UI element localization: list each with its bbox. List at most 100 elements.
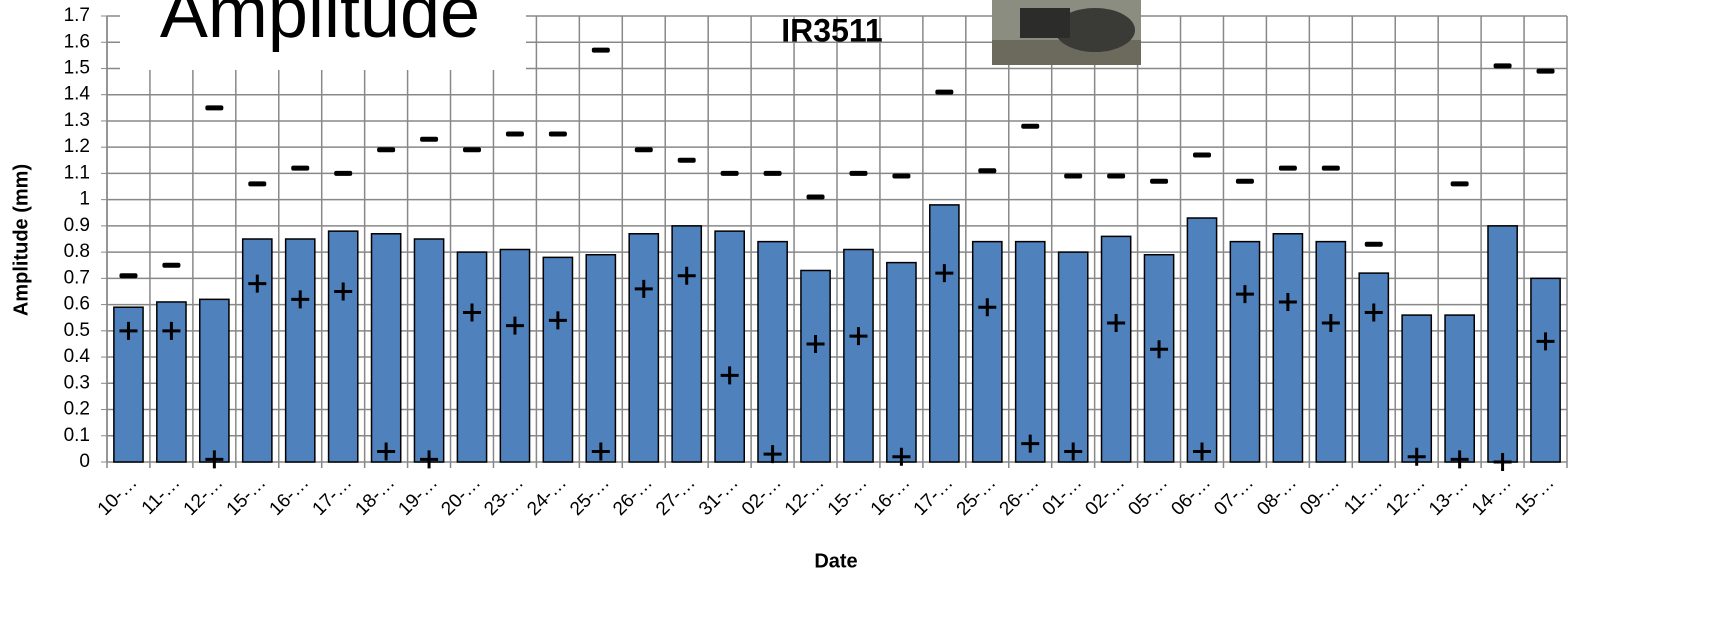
- y-tick-label: 1: [79, 189, 90, 210]
- max-marker: [1322, 166, 1340, 171]
- y-tick-label: 1.3: [64, 110, 90, 131]
- bar: [1359, 273, 1388, 462]
- y-tick-label: 1.6: [64, 31, 90, 52]
- max-marker: [807, 195, 825, 200]
- x-tick-label: 15-…: [824, 472, 872, 520]
- x-tick-label: 23-…: [480, 472, 528, 520]
- chart-subtitle: Amplitude: [160, 0, 480, 53]
- x-tick-label: 20-…: [437, 472, 485, 520]
- bar: [1316, 242, 1345, 462]
- chart-title: IR3511: [781, 12, 882, 48]
- max-marker: [549, 132, 567, 137]
- y-tick-label: 0.4: [64, 346, 91, 367]
- x-tick-label: 31-…: [695, 472, 743, 520]
- x-tick-label: 17-…: [910, 472, 958, 520]
- x-tick-label: 12-…: [180, 472, 228, 520]
- bar: [1144, 255, 1173, 462]
- x-tick-label: 11-…: [138, 472, 185, 519]
- max-marker: [162, 263, 180, 268]
- bar: [1531, 278, 1560, 462]
- x-tick-label: 15-…: [223, 472, 271, 520]
- max-marker: [592, 48, 610, 53]
- y-tick-label: 1.1: [64, 162, 90, 183]
- y-tick-label: 1.4: [64, 84, 91, 105]
- y-tick-label: 1.5: [64, 57, 90, 78]
- max-marker: [1064, 174, 1082, 179]
- bar: [286, 239, 315, 462]
- bar: [414, 239, 443, 462]
- max-marker: [1537, 69, 1555, 74]
- chart: Amplitude IR3511 Amplitude (mm) Date 00.…: [0, 0, 1722, 633]
- bar: [973, 242, 1002, 462]
- max-marker: [764, 171, 782, 176]
- max-marker: [1107, 174, 1125, 179]
- max-marker: [463, 147, 481, 152]
- y-tick-label: 0.8: [64, 241, 90, 262]
- y-tick-label: 0.2: [64, 399, 90, 420]
- max-marker: [1279, 166, 1297, 171]
- x-tick-label: 25-…: [566, 472, 614, 520]
- max-marker: [1150, 179, 1168, 184]
- x-tick-label: 24-…: [523, 472, 571, 520]
- max-marker: [892, 174, 910, 179]
- y-tick-label: 0.3: [64, 372, 90, 393]
- x-tick-label: 02-…: [738, 472, 786, 520]
- max-marker: [721, 171, 739, 176]
- x-tick-label: 27-…: [652, 472, 700, 520]
- x-tick-label: 02-…: [1081, 472, 1129, 520]
- bar: [1273, 234, 1302, 462]
- max-marker: [1365, 242, 1383, 247]
- max-marker: [1193, 153, 1211, 158]
- bar: [801, 270, 830, 462]
- x-tick-label: 26-…: [996, 472, 1044, 520]
- bar: [243, 239, 272, 462]
- bar: [1402, 315, 1431, 462]
- y-tick-label: 1.7: [64, 5, 90, 26]
- x-tick-label: 13-…: [1425, 472, 1473, 520]
- bar: [200, 299, 229, 462]
- bar: [1102, 236, 1131, 462]
- bar: [1187, 218, 1216, 462]
- max-marker: [506, 132, 524, 137]
- max-marker: [1451, 181, 1469, 186]
- bar: [372, 234, 401, 462]
- max-marker: [248, 181, 266, 186]
- max-marker: [978, 168, 996, 173]
- x-tick-label: 25-…: [953, 472, 1001, 520]
- x-tick-label: 16-…: [266, 472, 314, 520]
- max-marker: [377, 147, 395, 152]
- x-tick-label: 06-…: [1167, 472, 1215, 520]
- x-tick-label: 15-…: [1511, 472, 1559, 520]
- bar: [543, 257, 572, 462]
- x-tick-label: 05-…: [1124, 472, 1172, 520]
- y-tick-label: 0.5: [64, 320, 90, 341]
- bar: [586, 255, 615, 462]
- x-tick-label: 26-…: [609, 472, 657, 520]
- y-tick-label: 0.7: [64, 267, 90, 288]
- y-axis-label: Amplitude (mm): [10, 164, 32, 316]
- bar: [500, 249, 529, 462]
- max-marker: [635, 147, 653, 152]
- bar: [758, 242, 787, 462]
- bar: [930, 205, 959, 462]
- x-tick-label: 16-…: [867, 472, 915, 520]
- max-marker: [1494, 63, 1512, 68]
- bar: [1230, 242, 1259, 462]
- x-tick-label: 12-…: [781, 472, 829, 520]
- x-tick-label: 14-…: [1468, 472, 1516, 520]
- bar: [715, 231, 744, 462]
- bar: [1488, 226, 1517, 462]
- max-marker: [849, 171, 867, 176]
- x-tick-label: 07-…: [1210, 472, 1258, 520]
- y-tick-label: 0: [79, 451, 90, 472]
- x-tick-label: 01-…: [1039, 472, 1087, 520]
- bar: [1059, 252, 1088, 462]
- x-tick-label: 08-…: [1253, 472, 1301, 520]
- x-tick-label: 10-…: [94, 472, 142, 520]
- x-tick-label: 18-…: [351, 472, 399, 520]
- max-marker: [1236, 179, 1254, 184]
- bar: [672, 226, 701, 462]
- max-marker: [420, 137, 438, 142]
- max-marker: [291, 166, 309, 171]
- y-tick-label: 0.6: [64, 294, 90, 315]
